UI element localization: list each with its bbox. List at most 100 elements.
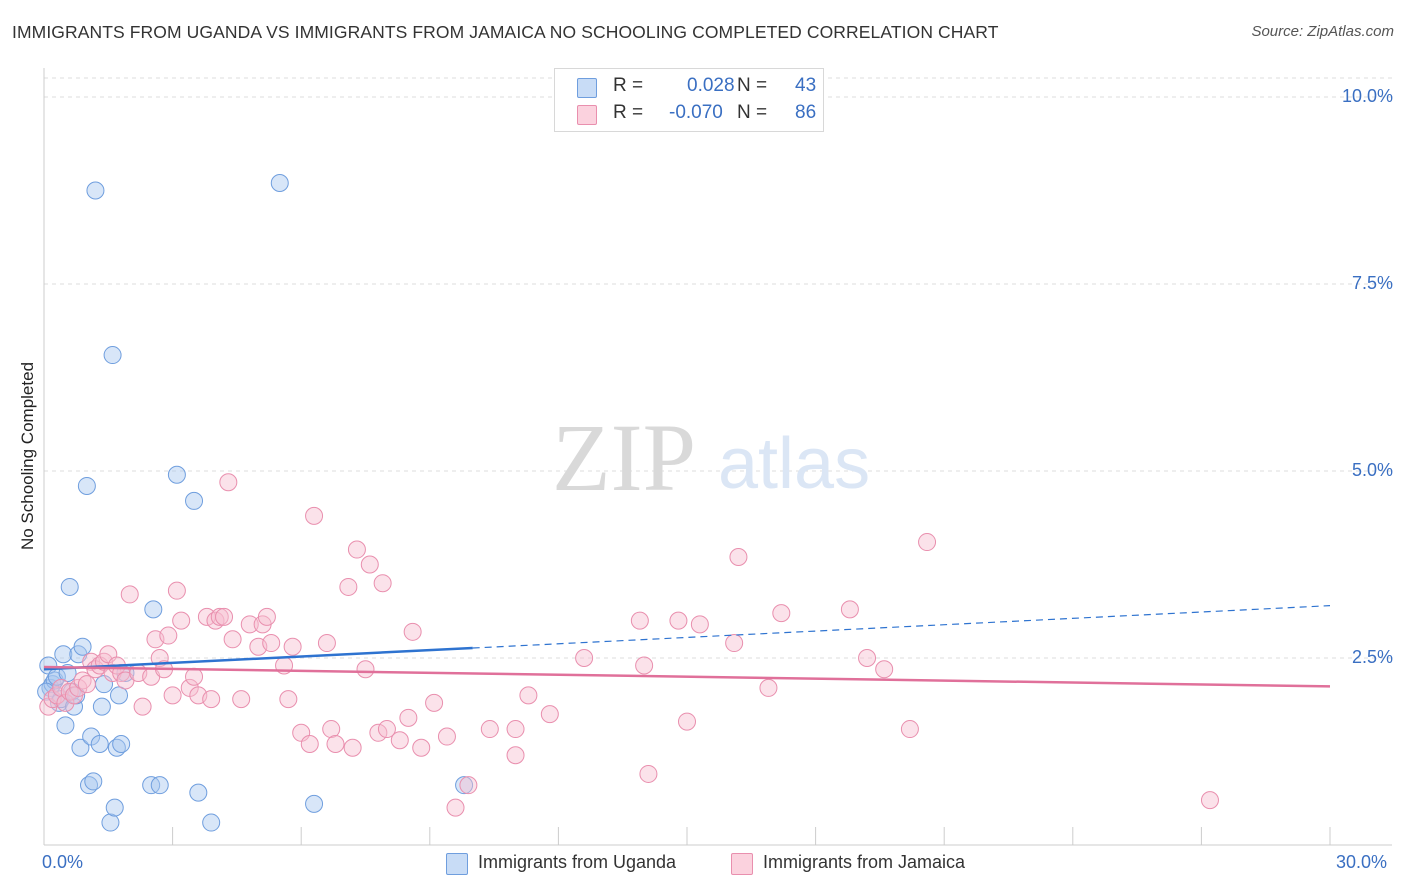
jamaica-point [630,611,649,630]
jamaica-point [425,693,444,712]
jamaica-point [1200,791,1219,810]
jamaica-point [232,690,251,709]
jamaica-point [446,798,465,817]
bottom-legend-swatch-uganda [446,853,468,875]
legend-n-value: 86 [795,102,817,123]
series-uganda-points [37,174,474,832]
jamaica-point [210,607,229,626]
y-tick-label: 10.0% [1341,86,1393,106]
jamaica-point [360,555,379,574]
uganda-point [144,600,163,619]
jamaica-point [172,611,191,630]
series-jamaica-points [39,473,1219,817]
uganda-point [60,577,79,596]
uganda-point [455,776,474,795]
legend-r-value: 0.028 [687,75,735,96]
jamaica-point [639,764,658,783]
jamaica-point [459,776,478,795]
watermark: ZIP atlas [552,404,870,511]
jamaica-point [690,615,709,634]
jamaica-point [506,720,525,739]
jamaica-point [326,735,345,754]
legend-swatch-jamaica [577,105,597,125]
jamaica-point [678,712,696,731]
grid-lines [44,77,1392,659]
uganda-trend-dashed [472,605,1331,649]
jamaica-point [840,600,859,619]
jamaica-point [300,735,319,754]
legend-r-value: -0.070 [669,102,723,123]
uganda-point [90,735,109,754]
jamaica-point [262,634,281,653]
jamaica-point [356,660,375,679]
jamaica-point [120,585,139,604]
uganda-point [103,346,122,365]
uganda-point [305,794,324,813]
uganda-point [112,735,131,754]
jamaica-point [918,533,937,552]
jamaica-point [506,746,525,765]
jamaica-point [412,738,431,757]
uganda-point [150,776,169,795]
jamaica-point [858,649,877,667]
trend-lines [43,605,1331,688]
jamaica-point [322,720,341,739]
jamaica-point [159,626,178,645]
watermark-zip: ZIP [552,404,696,511]
uganda-point [270,174,289,193]
x-tick-label-max: 30.0% [1336,852,1388,872]
jamaica-point [377,720,396,739]
uganda-point [37,682,56,701]
jamaica-point [167,581,186,600]
jamaica-point [163,686,182,705]
uganda-point [71,738,90,757]
jamaica-point [133,697,152,716]
chart-title: IMMIGRANTS FROM UGANDA VS IMMIGRANTS FRO… [12,22,999,42]
jamaica-point [343,738,362,757]
legend-n-label: N = [737,75,768,96]
jamaica-point [759,678,778,697]
jamaica-point [369,723,388,742]
jamaica-point [305,506,324,525]
jamaica-point [347,540,366,559]
uganda-point [110,686,129,705]
legend-n-value: 43 [795,75,817,96]
uganda-point [185,491,204,510]
uganda-point [101,813,120,832]
jamaica-point [399,708,418,727]
jamaica-point [223,630,242,649]
axes [43,68,1392,846]
jamaica-point [373,574,392,593]
uganda-point [77,476,96,495]
jamaica-point [257,607,276,626]
uganda-point [54,645,73,664]
x-tick-label-min: 0.0% [42,852,84,872]
legend-r-label: R = [613,102,644,123]
uganda-point [167,465,186,484]
jamaica-point [283,637,302,656]
jamaica-point [77,675,96,694]
jamaica-point [240,615,259,634]
jamaica-point [403,622,422,641]
uganda-point [56,716,75,735]
watermark-atlas: atlas [718,424,870,504]
jamaica-point [669,611,688,630]
y-tick-label: 5.0% [1351,460,1393,480]
legend-r-label: R = [613,75,644,96]
jamaica-point [390,731,409,750]
uganda-point [92,697,111,716]
uganda-point [189,783,208,802]
chart-source: Source: ZipAtlas.com [1251,23,1394,40]
legend-swatch-uganda [577,78,597,98]
jamaica-point [339,577,358,596]
y-axis-label: No Schooling Completed [18,361,37,551]
jamaica-point [202,690,221,709]
bottom-legend-label-uganda: Immigrants from Uganda [478,852,677,872]
uganda-point [105,798,124,817]
legend-n-label: N = [737,102,768,123]
jamaica-point [317,634,336,653]
jamaica-point [725,634,744,653]
jamaica-point [875,660,894,679]
uganda-point [202,813,221,832]
bottom-legend-swatch-jamaica [731,853,753,875]
